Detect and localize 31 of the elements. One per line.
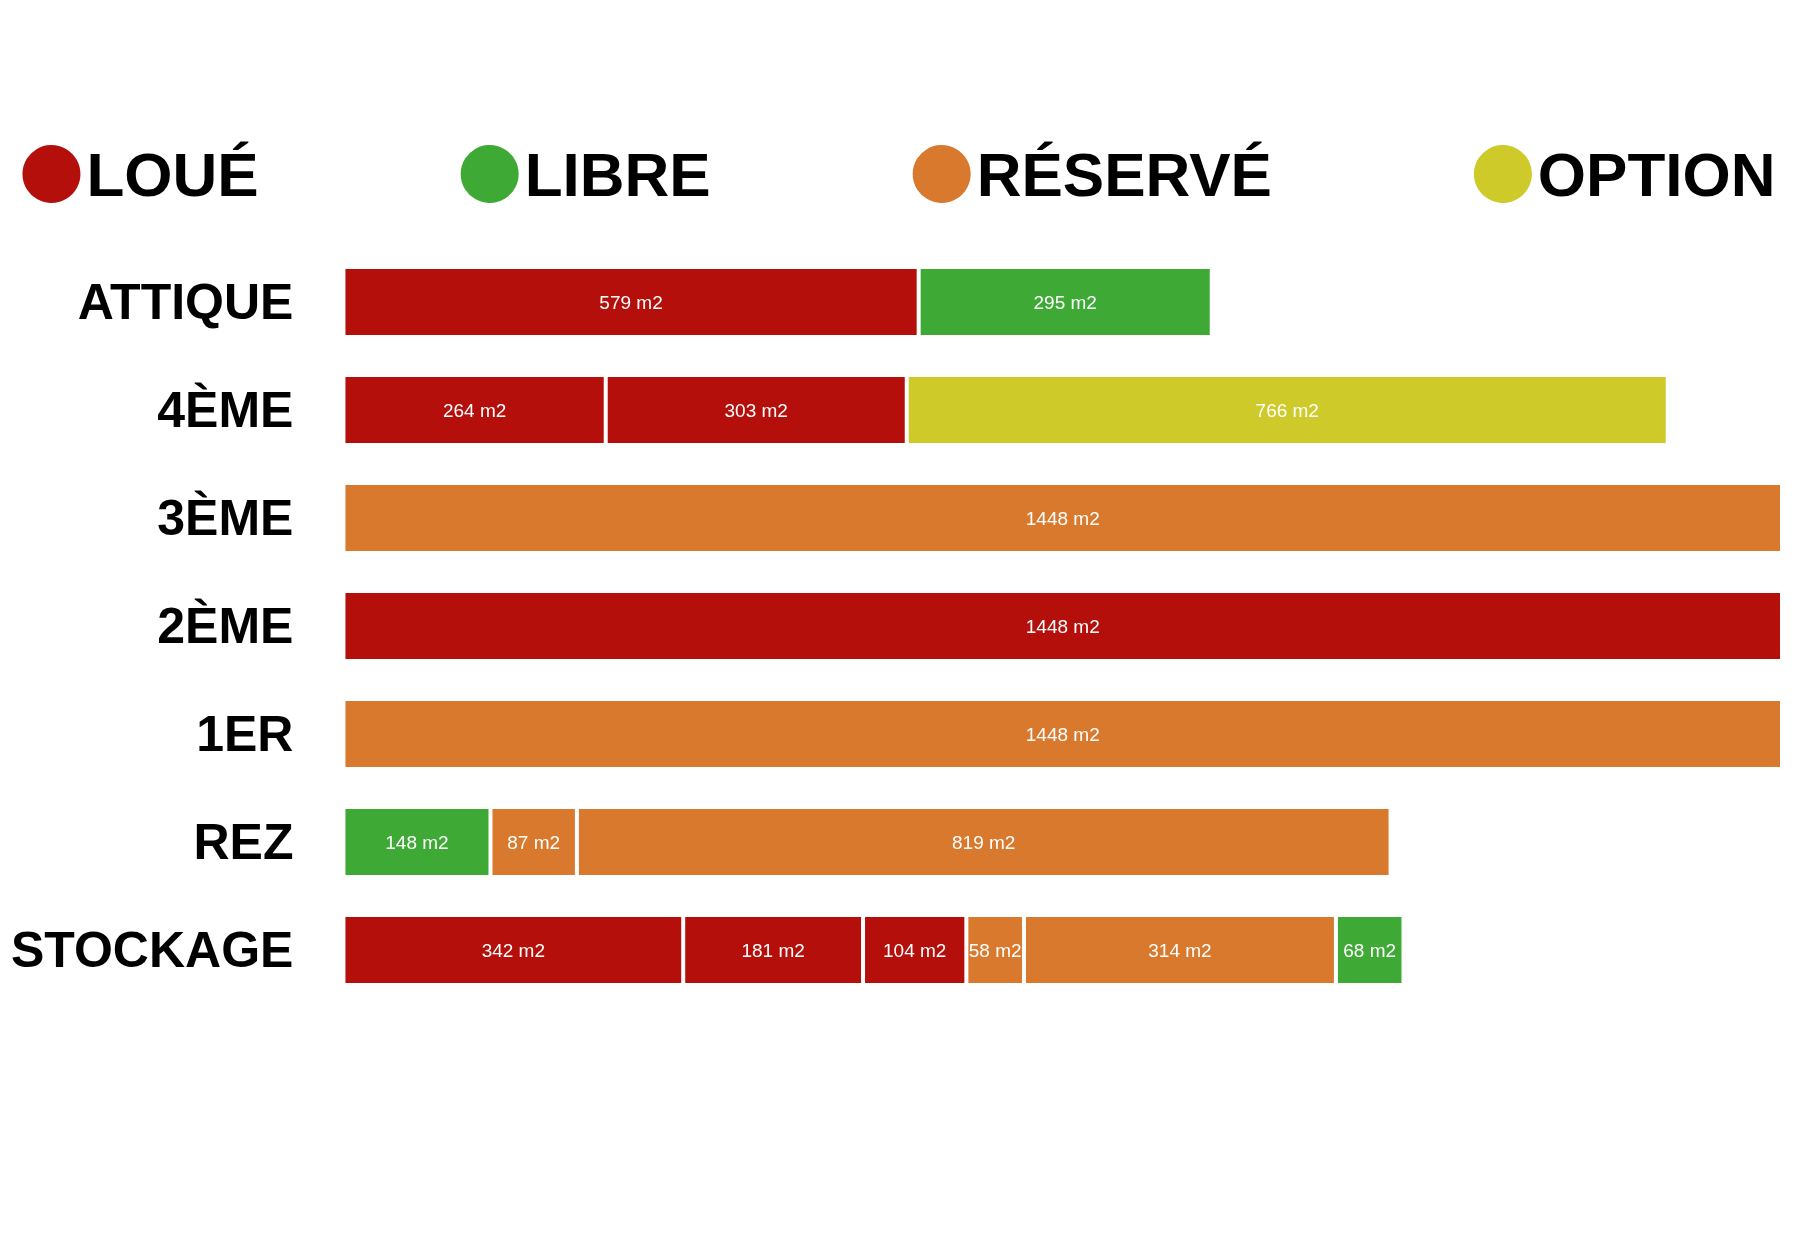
y-tick-label: STOCKAGE (10, 922, 294, 978)
legend-label: RÉSERVÉ (976, 139, 1272, 209)
data-label: 819 m2 (952, 831, 1016, 853)
y-tick-label: REZ (193, 814, 294, 870)
bar (343, 699, 1782, 769)
data-label: 314 m2 (1148, 939, 1212, 961)
y-tick-label: 4ÈME (157, 382, 294, 438)
bar (343, 483, 1782, 553)
y-tick-label: ATTIQUE (77, 274, 294, 330)
legend-label: OPTION (1537, 139, 1776, 209)
y-tick-label: 3ÈME (157, 490, 294, 546)
bar (343, 591, 1782, 661)
data-label: 264 m2 (442, 399, 507, 421)
data-label: 87 m2 (507, 831, 561, 853)
data-label: 766 m2 (1255, 399, 1319, 421)
data-label: 104 m2 (883, 939, 947, 961)
y-tick-label: 2ÈME (157, 598, 294, 654)
data-label: 295 m2 (1033, 291, 1097, 313)
data-label: 68 m2 (1343, 939, 1397, 961)
data-label: 181 m2 (741, 939, 805, 961)
y-tick-label: 1ER (196, 706, 294, 762)
data-label: 148 m2 (385, 831, 449, 853)
data-label: 58 m2 (968, 939, 1022, 961)
data-label: 579 m2 (599, 291, 663, 313)
legend-label: LOUÉ (86, 139, 259, 209)
data-label: 303 m2 (724, 399, 788, 421)
data-label: 1448 m2 (1025, 615, 1100, 637)
data-label: 342 m2 (481, 939, 546, 961)
data-label: 1448 m2 (1025, 507, 1100, 529)
legend-label: LIBRE (524, 139, 711, 209)
data-label: 1448 m2 (1025, 723, 1100, 745)
